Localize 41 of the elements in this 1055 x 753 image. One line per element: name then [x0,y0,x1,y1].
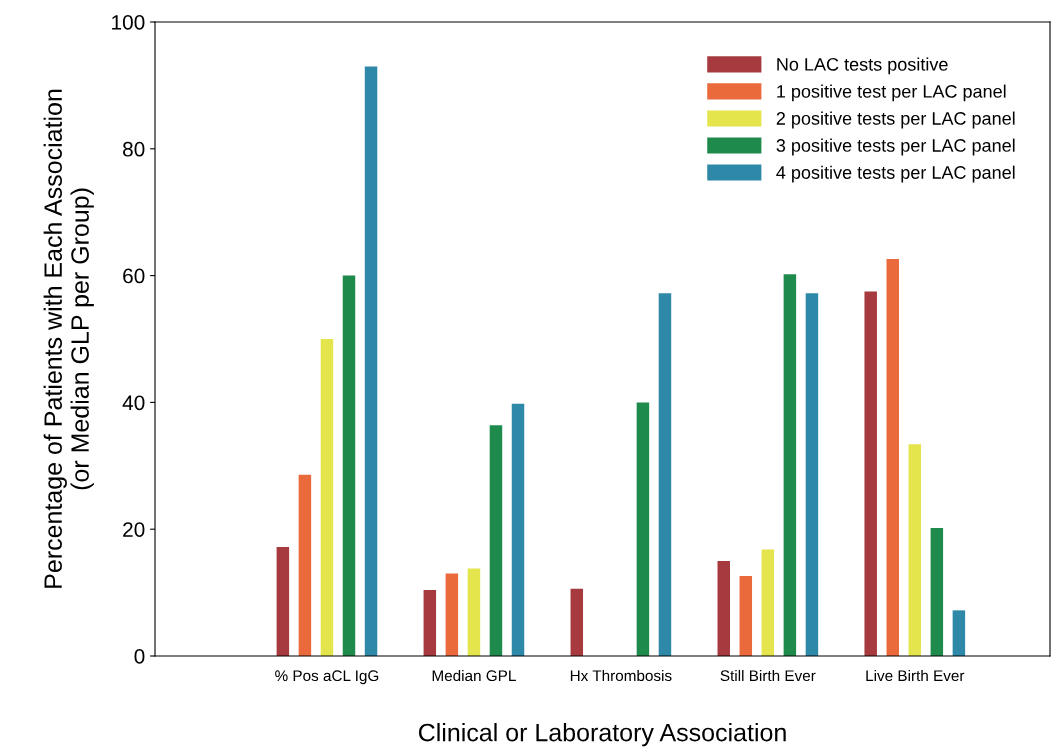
legend-label: No LAC tests positive [777,57,948,75]
bar [886,259,899,656]
bar [445,573,459,656]
x-axis-title: Clinical or Laboratory Association [418,723,786,747]
bar [717,560,730,656]
bar [320,339,334,656]
legend-label: 3 positive tests per LAC panel [776,138,1015,156]
bar [739,576,753,656]
bar [658,293,672,656]
y-tick-label: 100 [112,15,145,30]
legend-label: 4 positive tests per LAC panel [776,165,1015,183]
y-axis-title: Percentage of Patients with Each Association (or Median GLP per Group) [43,89,94,588]
bar [423,590,437,656]
bar [783,274,797,656]
y-tick-label: 40 [122,395,145,411]
bar [864,291,877,656]
y-tick-label: 0 [134,649,145,664]
bar [908,444,922,656]
bar [467,568,481,656]
bar [952,610,966,656]
bar [930,527,944,656]
bar [276,546,290,656]
y-tick-label: 80 [123,141,145,157]
bar [364,66,378,656]
y-tick-label: 60 [123,268,145,284]
bar [511,403,525,656]
bar [761,549,775,656]
bar [805,293,819,656]
x-tick-label: Live Birth Ever [866,669,965,682]
y-tick-label: 20 [123,522,145,537]
bar [298,474,312,656]
legend-label: 2 positive tests per LAC panel [776,111,1015,129]
bar [570,588,584,656]
bar [489,425,503,656]
x-tick-label: Hx Thrombosis [570,669,672,682]
legend-label: 1 positive test per LAC panel [777,84,1006,102]
x-tick-label: % Pos aCL IgG [275,670,379,685]
bar [636,402,650,656]
x-tick-label: Median GPL [432,669,516,682]
x-tick-label: Still Birth Ever [720,669,816,682]
bar [342,275,356,656]
